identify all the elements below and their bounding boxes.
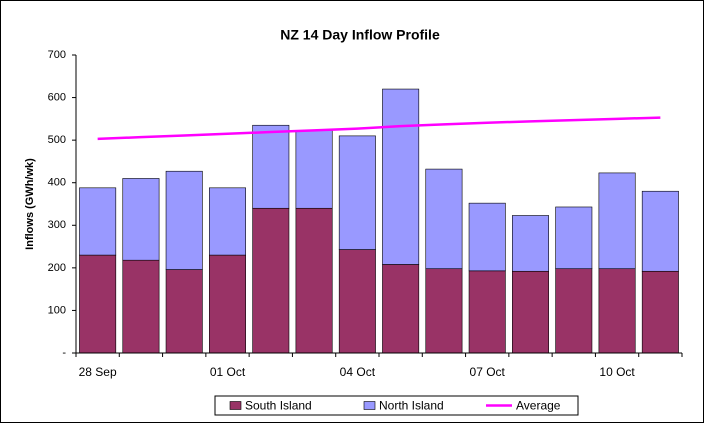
bar-segment [338, 249, 376, 354]
y-tick-label: 700 [48, 49, 66, 61]
x-tick-label: 04 Oct [340, 365, 376, 379]
bar-segment [641, 270, 679, 354]
average-line [97, 116, 661, 141]
bar-segment [555, 268, 593, 354]
bar-segment [382, 88, 420, 265]
bar-segment [165, 170, 203, 270]
bar-segment [338, 135, 376, 250]
bar-segment [295, 207, 333, 354]
legend-label: Average [516, 399, 561, 413]
bar-segment [641, 190, 679, 272]
bar-segment [512, 215, 549, 272]
x-tick-label: 28 Sep [79, 365, 117, 379]
bar-segment [165, 269, 203, 354]
bar-segment [209, 254, 246, 354]
bar-segment [122, 259, 160, 354]
y-tick-label: - [62, 347, 66, 359]
legend-label: South Island [245, 399, 312, 413]
bar-segment [425, 268, 463, 354]
legend-box [214, 395, 579, 416]
y-tick-label: 400 [48, 177, 66, 189]
x-tick-label: 01 Oct [210, 365, 246, 379]
y-tick-label: 100 [48, 304, 66, 316]
bar-segment [295, 130, 333, 209]
bar-segment [252, 207, 290, 354]
y-tick-label: 200 [48, 262, 66, 274]
bar-segment [209, 187, 246, 256]
y-tick-label: 600 [48, 91, 66, 103]
bar-segment [79, 254, 117, 354]
chart-title: NZ 14 Day Inflow Profile [280, 27, 440, 43]
bar-segment [122, 178, 160, 261]
x-tick-label: 10 Oct [599, 365, 635, 379]
bar-segment [252, 124, 290, 209]
y-tick-label: 500 [48, 134, 66, 146]
legend-swatch [363, 401, 376, 410]
bar-segment [79, 187, 117, 256]
bar-segment [598, 268, 636, 354]
bar-segment [468, 202, 506, 272]
bar-segment [512, 270, 549, 354]
y-tick-label: 300 [48, 219, 66, 231]
bar-segment [425, 168, 463, 270]
bar-segment [598, 172, 636, 270]
legend-swatch [229, 401, 242, 410]
x-tick-label: 07 Oct [470, 365, 506, 379]
bar-segment [555, 206, 593, 270]
bar-segment [468, 270, 506, 354]
legend-label: North Island [379, 399, 444, 413]
bar-segment [382, 264, 420, 354]
y-axis-title: Inflows (GWh/wk) [24, 158, 36, 250]
